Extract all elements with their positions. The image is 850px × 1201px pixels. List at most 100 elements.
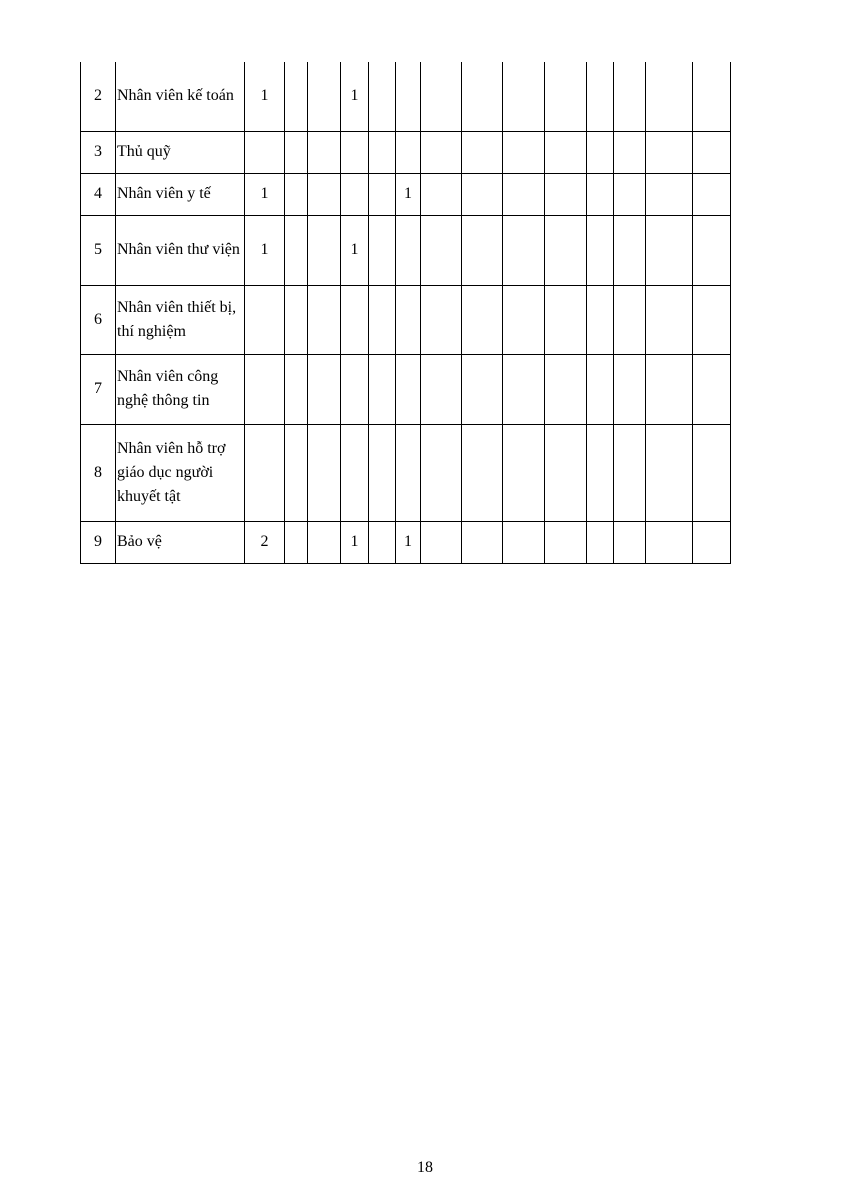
table-cell: [586, 172, 614, 216]
table-row: 5 Nhân viên thư viện 1 1: [80, 214, 731, 286]
table-cell: [613, 172, 646, 216]
table-cell: [244, 353, 285, 425]
table-cell: [586, 214, 614, 286]
staffing-table: 2 Nhân viên kế toán 1 1 3 Thủ quỹ 4 Nhân viên y…: [80, 62, 731, 564]
table-cell: 1: [340, 214, 369, 286]
table-cell: [244, 130, 285, 174]
table-cell: [586, 423, 614, 522]
table-cell: [368, 353, 396, 425]
table-cell: [307, 423, 341, 522]
page-number: 18: [417, 1159, 433, 1176]
table-cell: [692, 62, 731, 132]
row-number: 2: [80, 62, 116, 132]
table-cell: [461, 353, 503, 425]
position-name: Thủ quỹ: [115, 130, 245, 174]
table-cell: 1: [244, 62, 285, 132]
table-cell: [502, 353, 545, 425]
table-cell: [544, 172, 587, 216]
table-cell: [307, 130, 341, 174]
table-cell: [395, 353, 421, 425]
table-cell: [420, 62, 462, 132]
table-cell: [544, 214, 587, 286]
table-cell: 1: [395, 520, 421, 564]
table-cell: 2: [244, 520, 285, 564]
table-cell: [368, 62, 396, 132]
position-name: Nhân viên kế toán: [115, 62, 245, 132]
table-cell: [586, 62, 614, 132]
table-cell: [340, 172, 369, 216]
table-row: 3 Thủ quỹ: [80, 130, 731, 174]
table-cell: [395, 423, 421, 522]
table-cell: [544, 353, 587, 425]
table-cell: [692, 172, 731, 216]
table-cell: [307, 214, 341, 286]
table-cell: [692, 520, 731, 564]
table-cell: [461, 423, 503, 522]
table-cell: [395, 284, 421, 355]
row-number: 4: [80, 172, 116, 216]
table-cell: [692, 353, 731, 425]
position-name: Nhân viên công nghệ thông tin: [115, 353, 245, 425]
table-cell: [645, 423, 693, 522]
table-cell: [340, 353, 369, 425]
table-cell: [544, 423, 587, 522]
table-cell: [244, 284, 285, 355]
table-row: 7 Nhân viên công nghệ thông tin: [80, 353, 731, 425]
position-name: Nhân viên y tế: [115, 172, 245, 216]
table-cell: [340, 130, 369, 174]
table-cell: [502, 284, 545, 355]
table-cell: [368, 284, 396, 355]
table-cell: [502, 62, 545, 132]
table-cell: [461, 62, 503, 132]
table-cell: [244, 423, 285, 522]
table-row: 6 Nhân viên thiết bị, thí nghiệm: [80, 284, 731, 355]
table-cell: [544, 130, 587, 174]
table-cell: [461, 284, 503, 355]
table-cell: 1: [340, 62, 369, 132]
table-cell: [544, 62, 587, 132]
table-cell: [586, 284, 614, 355]
table-row: 4 Nhân viên y tế 1 1: [80, 172, 731, 216]
table-cell: [284, 353, 308, 425]
table-cell: [692, 423, 731, 522]
table-cell: [645, 214, 693, 286]
table-cell: [420, 130, 462, 174]
row-number: 7: [80, 353, 116, 425]
table-cell: [502, 520, 545, 564]
table-cell: [692, 214, 731, 286]
table-row: 2 Nhân viên kế toán 1 1: [80, 62, 731, 132]
table-cell: [645, 130, 693, 174]
table-cell: [613, 130, 646, 174]
table-cell: [502, 172, 545, 216]
table-cell: [613, 520, 646, 564]
row-number: 9: [80, 520, 116, 564]
table-cell: [613, 284, 646, 355]
row-number: 8: [80, 423, 116, 522]
table-cell: [461, 130, 503, 174]
table-cell: [368, 520, 396, 564]
table-cell: [284, 172, 308, 216]
table-cell: [645, 520, 693, 564]
table-cell: [284, 423, 308, 522]
position-name: Nhân viên hỗ trợ giáo dục người khuyết t…: [115, 423, 245, 522]
position-name: Nhân viên thư viện: [115, 214, 245, 286]
table-cell: [340, 423, 369, 522]
table-cell: [461, 172, 503, 216]
table-cell: [645, 284, 693, 355]
table-cell: [340, 284, 369, 355]
table-cell: [307, 284, 341, 355]
table-cell: 1: [244, 214, 285, 286]
table-cell: [284, 520, 308, 564]
table-cell: [284, 284, 308, 355]
table-cell: [395, 62, 421, 132]
table-cell: [586, 353, 614, 425]
table-cell: [586, 130, 614, 174]
table-cell: 1: [244, 172, 285, 216]
row-number: 5: [80, 214, 116, 286]
table-cell: [420, 520, 462, 564]
table-cell: [502, 423, 545, 522]
table-cell: [613, 214, 646, 286]
table-cell: [586, 520, 614, 564]
table-cell: [284, 130, 308, 174]
table-cell: [420, 423, 462, 522]
